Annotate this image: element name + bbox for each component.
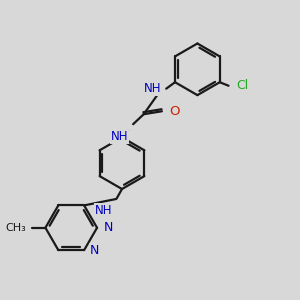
Text: N: N — [90, 244, 99, 257]
Text: NH: NH — [95, 204, 112, 217]
Text: Cl: Cl — [236, 79, 248, 92]
Text: NH: NH — [111, 130, 128, 143]
Text: O: O — [169, 105, 180, 118]
Text: CH₃: CH₃ — [5, 223, 26, 233]
Text: N: N — [103, 221, 113, 234]
Text: NH: NH — [144, 82, 162, 95]
